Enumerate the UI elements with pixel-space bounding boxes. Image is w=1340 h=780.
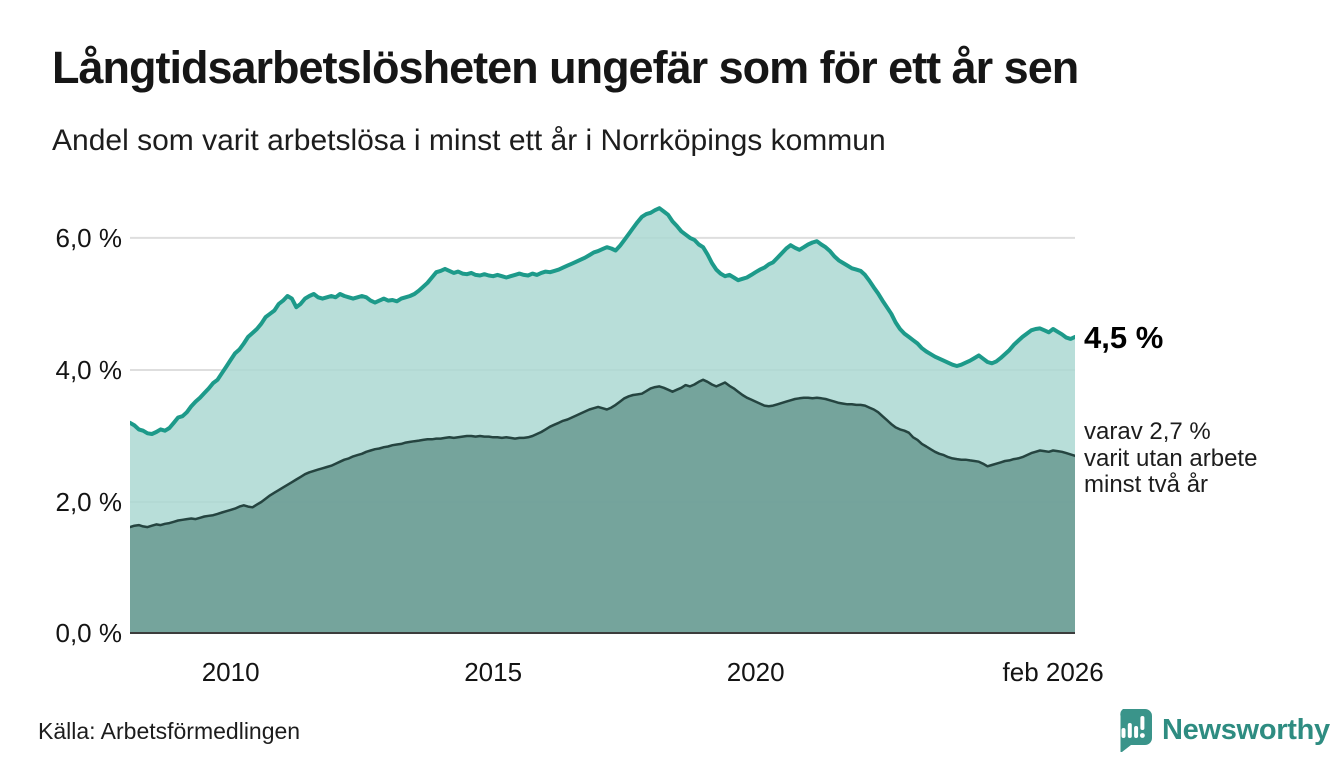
source-note: Källa: Arbetsförmedlingen xyxy=(38,718,301,744)
newsworthy-wordmark: Newsworthy xyxy=(1162,713,1330,746)
two-year-annotation-line2: varit utan arbete xyxy=(1084,444,1258,472)
y-axis-tick-2: 2,0 % xyxy=(55,487,123,517)
area-chart xyxy=(128,195,1077,634)
newsworthy-logo-icon xyxy=(1120,709,1152,752)
y-axis-tick-6: 6,0 % xyxy=(55,223,123,253)
latest-value-label: 4,5 % xyxy=(1084,320,1164,355)
x-axis-tick-2020: 2020 xyxy=(726,657,785,687)
y-axis-tick-4: 4,0 % xyxy=(55,355,123,385)
newsworthy-logo: Newsworthy xyxy=(1114,708,1330,752)
two-year-annotation: varav 2,7 % varit utan arbete minst två … xyxy=(1084,418,1258,499)
area-chart-svg xyxy=(128,206,1077,634)
chart-title: Långtidsarbetslösheten ungefär som för e… xyxy=(52,42,1079,93)
x-axis-tick-2010: 2010 xyxy=(201,657,260,687)
two-year-annotation-line1: varav 2,7 % xyxy=(1084,418,1211,445)
two-year-annotation-line3: minst två år xyxy=(1084,471,1209,498)
x-axis-tick-2015: 2015 xyxy=(464,657,523,687)
chart-subtitle: Andel som varit arbetslösa i minst ett å… xyxy=(52,124,886,157)
y-axis-tick-0: 0,0 % xyxy=(55,618,123,648)
x-axis-tick-feb-2026: feb 2026 xyxy=(1002,657,1104,687)
